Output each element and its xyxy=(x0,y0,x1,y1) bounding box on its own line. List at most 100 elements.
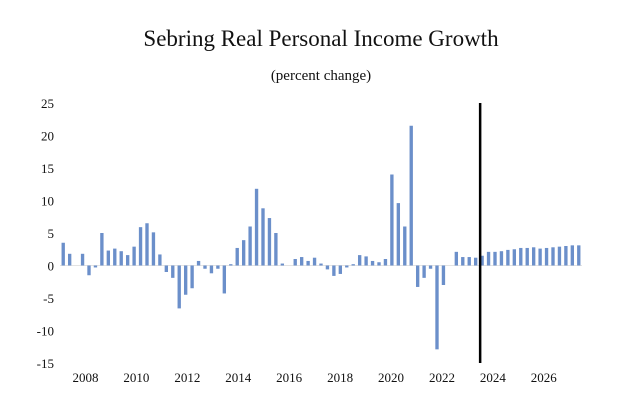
bar xyxy=(312,257,317,266)
x-tick-label: 2018 xyxy=(327,370,353,385)
bar xyxy=(190,265,194,289)
bar xyxy=(570,245,575,266)
bar xyxy=(525,247,529,266)
bar xyxy=(390,174,394,266)
x-tick-label: 2024 xyxy=(480,370,507,385)
bar xyxy=(229,264,233,266)
bar xyxy=(538,248,542,266)
bar xyxy=(280,263,285,266)
chart-subtitle: (percent change) xyxy=(271,68,371,84)
bar xyxy=(422,265,426,278)
x-tick-label: 2010 xyxy=(123,370,149,385)
bar xyxy=(415,265,420,287)
bar xyxy=(338,265,343,274)
y-tick-label: 20 xyxy=(41,129,54,144)
bar xyxy=(351,264,355,266)
bar xyxy=(293,259,297,266)
bar xyxy=(203,265,207,269)
x-axis: 2008 2010 2012 2014 2016 2018 2020 2022 2024 2026 xyxy=(72,370,557,385)
x-tick-label: 2016 xyxy=(276,370,303,385)
bar xyxy=(428,265,433,269)
bar xyxy=(435,265,439,350)
y-tick-label: -10 xyxy=(37,324,54,339)
y-tick-label: 15 xyxy=(41,161,54,176)
bar xyxy=(551,247,555,266)
x-tick-label: 2014 xyxy=(225,370,252,385)
bar xyxy=(196,260,201,266)
bar xyxy=(564,246,568,266)
bar xyxy=(100,233,104,266)
bar xyxy=(377,262,381,266)
x-tick-label: 2020 xyxy=(378,370,404,385)
bar xyxy=(274,233,278,266)
bar xyxy=(119,251,123,266)
bar xyxy=(396,203,401,266)
bar xyxy=(409,125,413,266)
bar xyxy=(441,265,446,285)
bar xyxy=(177,265,181,309)
bar xyxy=(519,247,523,266)
bar xyxy=(325,265,330,270)
x-tick-label: 2012 xyxy=(174,370,200,385)
bar xyxy=(67,253,72,266)
y-tick-label: -5 xyxy=(43,291,54,306)
bar xyxy=(306,260,310,266)
bar xyxy=(138,227,143,266)
bar xyxy=(544,247,549,266)
bar xyxy=(151,232,156,266)
bar xyxy=(577,245,581,266)
x-tick-label: 2008 xyxy=(72,370,98,385)
bar xyxy=(480,255,484,266)
y-tick-label: 5 xyxy=(48,226,55,241)
bar xyxy=(506,249,510,266)
bar xyxy=(531,247,536,266)
bar xyxy=(106,250,111,266)
y-tick-label: 25 xyxy=(41,96,54,111)
chart-title: Sebring Real Personal Income Growth xyxy=(143,26,499,51)
bar xyxy=(299,257,304,266)
bar xyxy=(209,265,214,274)
bar xyxy=(183,265,188,295)
bar xyxy=(557,246,562,266)
bar xyxy=(222,265,227,294)
bar xyxy=(171,265,175,278)
bar xyxy=(87,265,91,276)
bar xyxy=(473,257,478,266)
x-tick-label: 2026 xyxy=(531,370,558,385)
bar xyxy=(461,257,465,266)
y-tick-label: -15 xyxy=(37,356,54,371)
bar xyxy=(254,188,259,266)
bar xyxy=(125,255,130,266)
bar xyxy=(493,251,497,266)
bar xyxy=(113,248,117,266)
bar xyxy=(261,208,265,266)
bar xyxy=(61,242,65,266)
bar xyxy=(235,247,239,266)
bar xyxy=(486,251,491,266)
bar xyxy=(370,260,375,266)
bar xyxy=(241,240,246,266)
bar xyxy=(158,254,162,266)
bar xyxy=(364,256,368,266)
bar xyxy=(383,259,388,266)
bar xyxy=(80,253,85,266)
bar xyxy=(512,249,517,266)
bar xyxy=(357,255,362,266)
bar xyxy=(267,218,272,266)
bar xyxy=(93,265,98,268)
bar-series xyxy=(61,125,581,350)
bar xyxy=(454,251,459,266)
bar xyxy=(216,265,220,269)
x-tick-label: 2022 xyxy=(429,370,455,385)
bar xyxy=(332,265,336,276)
bar xyxy=(345,265,349,268)
bar xyxy=(132,246,136,266)
bar xyxy=(403,226,407,266)
bar xyxy=(319,263,323,266)
y-tick-label: 10 xyxy=(41,194,54,209)
bar xyxy=(467,257,471,266)
bar xyxy=(248,226,252,266)
bar xyxy=(164,265,169,272)
